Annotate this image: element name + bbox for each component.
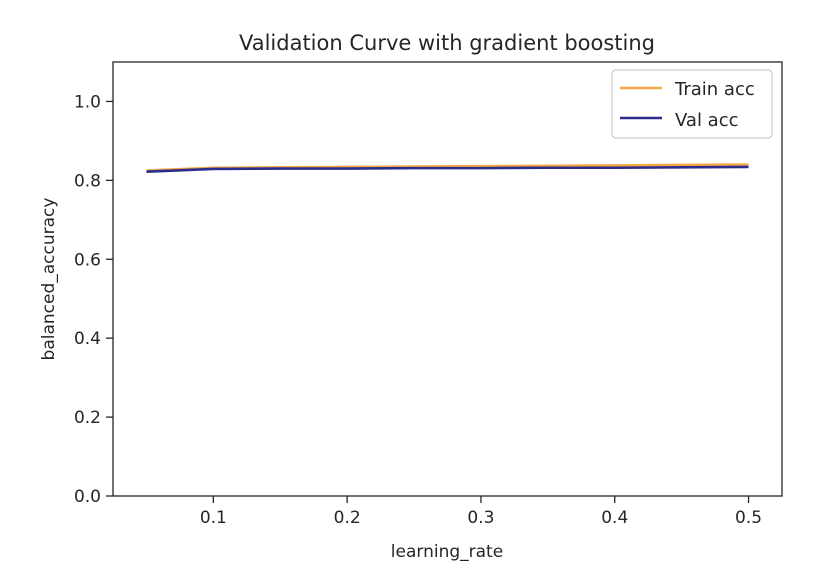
chart-title: Validation Curve with gradient boosting bbox=[239, 31, 655, 55]
y-tick-label: 0.4 bbox=[74, 329, 101, 349]
x-tick-label: 0.2 bbox=[334, 508, 361, 528]
y-tick-label: 0.6 bbox=[74, 250, 101, 270]
y-axis-ticks: 0.0 0.2 0.4 0.6 0.8 1.0 bbox=[74, 92, 113, 507]
series-lines bbox=[146, 163, 749, 173]
legend-label-val: Val acc bbox=[675, 110, 739, 131]
y-tick-label: 0.2 bbox=[74, 408, 101, 428]
legend: Train acc Val acc bbox=[611, 69, 773, 139]
y-tick-label: 1.0 bbox=[74, 92, 101, 112]
x-tick-label: 0.5 bbox=[735, 508, 762, 528]
x-tick-label: 0.1 bbox=[200, 508, 227, 528]
legend-label-train: Train acc bbox=[674, 79, 755, 100]
series-line-val bbox=[146, 165, 749, 173]
x-tick-label: 0.3 bbox=[467, 508, 494, 528]
y-tick-label: 0.0 bbox=[74, 487, 101, 507]
x-axis-ticks: 0.1 0.2 0.3 0.4 0.5 bbox=[200, 496, 762, 528]
x-tick-label: 0.4 bbox=[601, 508, 628, 528]
x-axis-label: learning_rate bbox=[391, 542, 503, 562]
y-axis-label: balanced_accuracy bbox=[39, 198, 59, 361]
y-tick-label: 0.8 bbox=[74, 171, 101, 191]
